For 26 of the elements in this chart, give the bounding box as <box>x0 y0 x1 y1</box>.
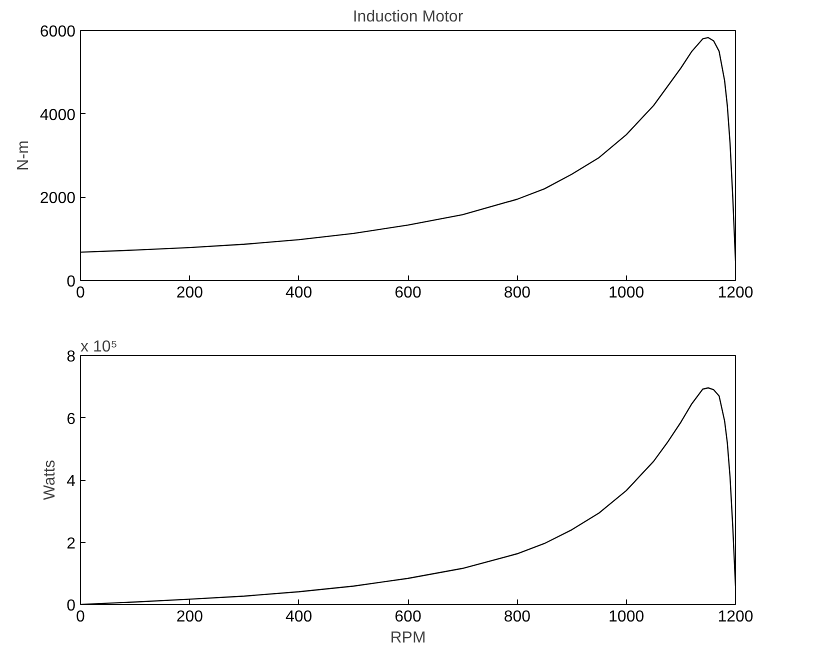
y-axis-title: N-m <box>14 140 32 171</box>
x-tick-label: 1200 <box>718 608 754 626</box>
y-tick-label: 6 <box>66 410 76 428</box>
x-tick-label: 200 <box>176 284 204 302</box>
x-tick-label: 800 <box>504 608 531 626</box>
x-tick-label: 200 <box>176 608 204 626</box>
y-axis-title: Watts <box>42 460 59 500</box>
x-tick-label: 600 <box>394 284 422 302</box>
x-tick-label: 1000 <box>608 608 644 626</box>
x-tick-label: 400 <box>285 608 312 626</box>
y-tick-label: 4000 <box>40 106 76 124</box>
x-tick-label: 400 <box>285 284 312 302</box>
y-tick-label: 6000 <box>40 24 76 40</box>
y-tick-label: 8 <box>66 348 76 366</box>
x-tick-label: 600 <box>394 608 422 626</box>
x-tick-label: 800 <box>504 284 531 302</box>
x-axis-title: RPM <box>390 630 426 646</box>
text: x 10⁵ <box>80 338 118 356</box>
x-tick-label: 1000 <box>608 284 644 302</box>
y-tick-label: 0 <box>66 274 76 290</box>
y-tick-label: 0 <box>66 598 76 614</box>
x-tick-label: 1200 <box>718 284 754 302</box>
chart-title: Induction Motor <box>352 8 464 26</box>
y-tick-label: 2 <box>66 535 76 552</box>
y-tick-label: 2000 <box>40 190 76 208</box>
y-tick-label: 4 <box>66 473 76 490</box>
